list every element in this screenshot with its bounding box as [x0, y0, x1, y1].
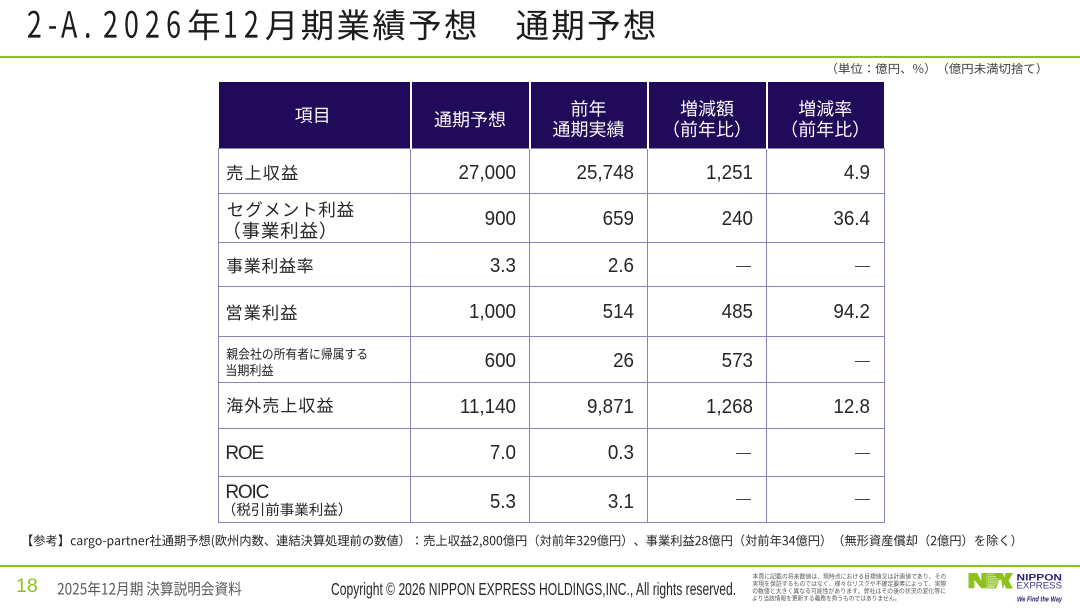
svg-text:EXPRESS: EXPRESS	[1017, 581, 1063, 591]
svg-text:We Find the Way: We Find the Way	[1017, 594, 1063, 603]
svg-text:NIPPON: NIPPON	[1017, 573, 1063, 583]
